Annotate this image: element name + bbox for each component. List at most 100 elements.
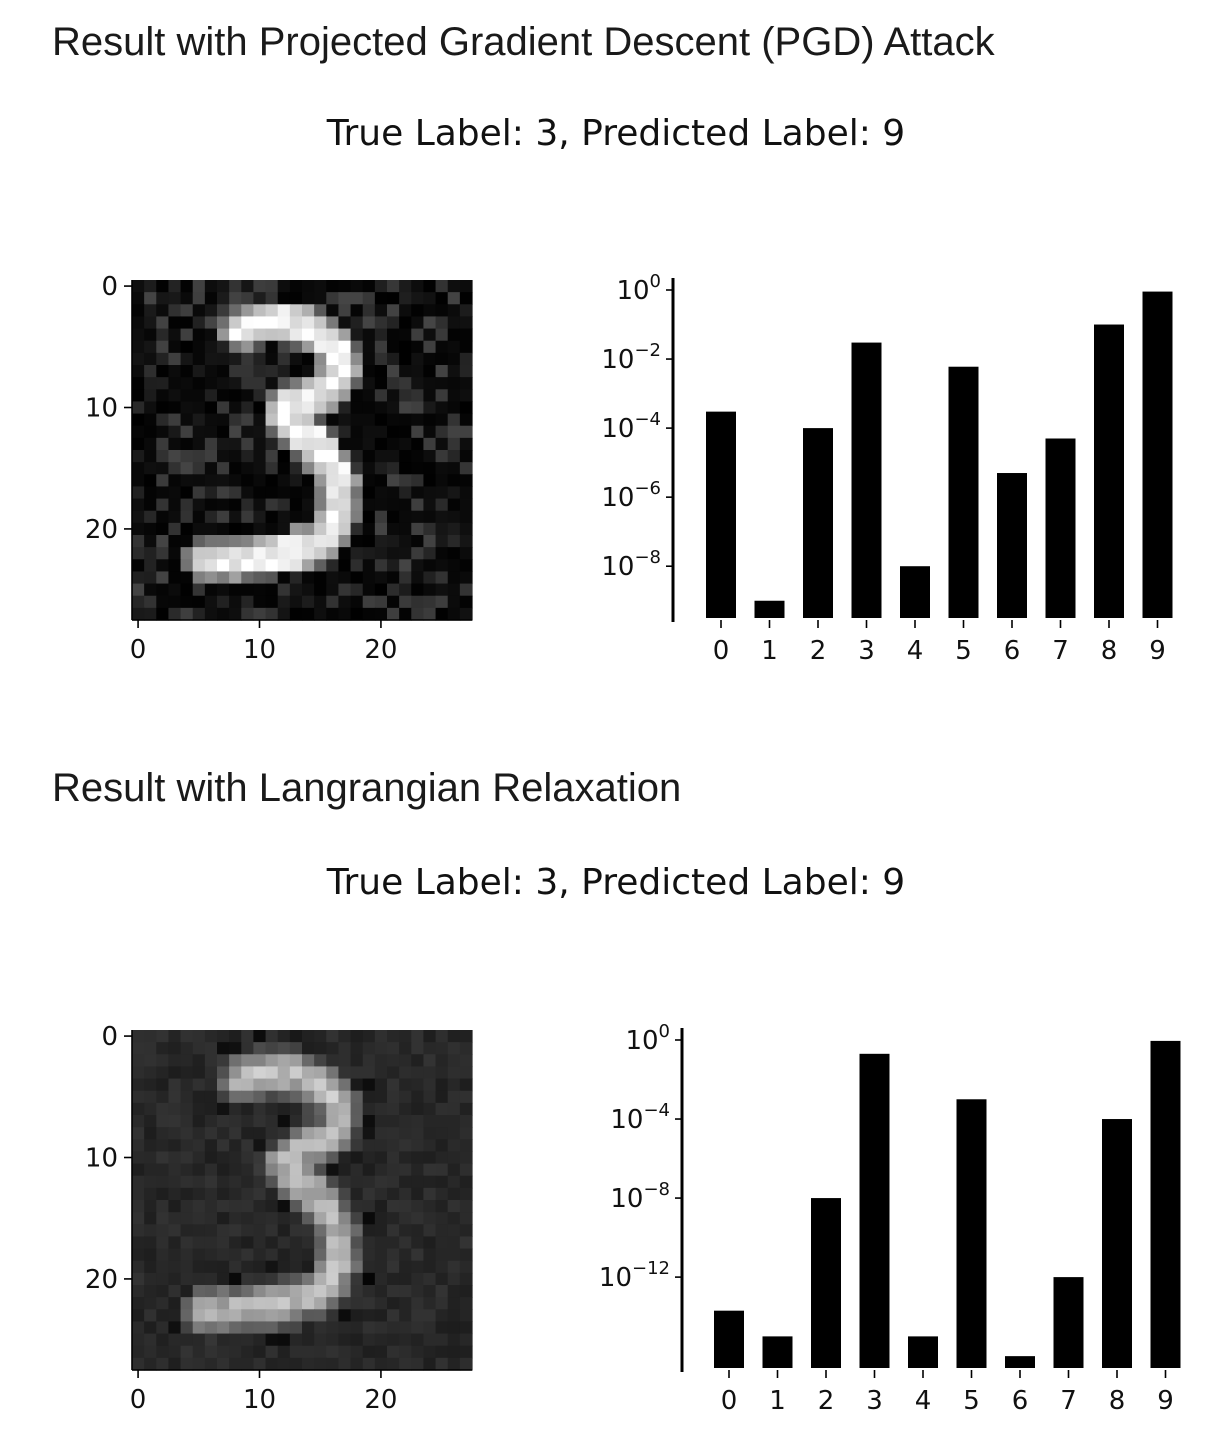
image-pixel: [180, 1212, 194, 1225]
image-pixel: [156, 462, 170, 475]
image-pixel: [180, 352, 194, 366]
image-pixel: [180, 292, 194, 305]
image-pixel: [387, 1030, 400, 1043]
image-pixel: [302, 1054, 315, 1068]
image-pixel: [156, 437, 170, 451]
image-pixel: [387, 365, 400, 378]
image-pixel: [289, 559, 303, 573]
image-pixel: [192, 1285, 206, 1298]
image-pixel: [362, 1163, 376, 1177]
image-pixel: [253, 1054, 267, 1068]
image-pixel: [192, 595, 206, 609]
image-pixel: [168, 510, 182, 524]
image-pixel: [132, 1333, 145, 1347]
image-pixel: [374, 340, 388, 354]
image-pixel: [192, 437, 206, 451]
image-pixel: [387, 292, 400, 305]
image-pixel: [326, 1333, 340, 1347]
image-y-tick-label: 0: [101, 272, 118, 302]
image-pixel: [156, 401, 170, 415]
image-pixel: [168, 1042, 182, 1055]
image-pixel: [387, 1248, 400, 1262]
image-pixel: [289, 437, 303, 451]
image-pixel: [253, 389, 267, 403]
image-pixel: [326, 1236, 340, 1250]
image-pixel: [399, 1115, 412, 1128]
image-pixel: [411, 413, 425, 427]
image-pixel: [423, 1200, 437, 1213]
image-pixel: [350, 1139, 364, 1153]
image-pixel: [241, 1297, 255, 1310]
image-pixel: [156, 1224, 170, 1238]
image-pixel: [204, 1236, 218, 1250]
image-pixel: [302, 1345, 315, 1359]
image-pixel: [229, 1212, 242, 1225]
image-pixel: [435, 316, 449, 330]
image-pixel: [204, 413, 218, 427]
image-pixel: [277, 1187, 291, 1201]
image-pixel: [350, 547, 364, 560]
image-pixel: [326, 1345, 340, 1359]
image-pixel: [277, 316, 291, 330]
image-pixel: [265, 1345, 279, 1359]
image-pixel: [435, 1260, 449, 1274]
image-pixel: [302, 437, 315, 451]
image-pixel: [277, 280, 291, 293]
image-pixel: [144, 389, 157, 403]
image-pixel: [423, 1212, 437, 1225]
image-pixel: [168, 1102, 182, 1116]
image-pixel: [229, 1297, 242, 1310]
image-pixel: [229, 365, 242, 378]
image-pixel: [411, 547, 425, 560]
image-pixel: [459, 328, 473, 342]
image-pixel: [156, 498, 170, 512]
image-pixel: [399, 1285, 412, 1298]
image-pixel: [447, 1212, 461, 1225]
image-pixel: [350, 389, 364, 403]
image-pixel: [277, 510, 291, 524]
image-pixel: [423, 365, 437, 378]
image-pixel: [387, 583, 400, 597]
image-pixel: [411, 1090, 425, 1104]
image-pixel: [435, 535, 449, 548]
image-pixel: [411, 522, 425, 536]
image-pixel: [229, 316, 242, 330]
image-pixel: [265, 1139, 279, 1153]
image-pixel: [217, 1200, 230, 1213]
image-pixel: [447, 1115, 461, 1128]
image-pixel: [326, 401, 340, 415]
image-pixel: [180, 571, 194, 585]
bar-7: [1053, 1277, 1084, 1368]
image-pixel: [302, 1163, 315, 1177]
image-pixel: [289, 1187, 303, 1201]
image-pixel: [411, 535, 425, 548]
image-pixel: [253, 583, 267, 597]
image-pixel: [265, 1224, 279, 1238]
image-pixel: [302, 1187, 315, 1201]
image-pixel: [241, 1139, 255, 1153]
image-pixel: [338, 413, 352, 427]
image-pixel: [229, 1285, 242, 1298]
image-pixel: [350, 340, 364, 354]
image-pixel: [459, 365, 473, 378]
image-pixel: [144, 1090, 157, 1104]
image-pixel: [204, 1139, 218, 1153]
image-pixel: [156, 1090, 170, 1104]
image-pixel: [302, 1272, 315, 1286]
image-pixel: [374, 486, 388, 500]
image-pixel: [253, 1357, 267, 1371]
image-pixel: [217, 1102, 230, 1116]
image-pixel: [180, 1248, 194, 1262]
image-pixel: [350, 280, 364, 293]
image-pixel: [399, 498, 412, 512]
image-pixel: [314, 328, 327, 342]
image-pixel: [362, 1054, 376, 1068]
image-pixel: [180, 1333, 194, 1347]
image-pixel: [350, 413, 364, 427]
image-pixel: [302, 425, 315, 439]
image-pixel: [423, 559, 437, 573]
image-pixel: [387, 340, 400, 354]
image-pixel: [241, 1272, 255, 1286]
image-pixel: [253, 571, 267, 585]
